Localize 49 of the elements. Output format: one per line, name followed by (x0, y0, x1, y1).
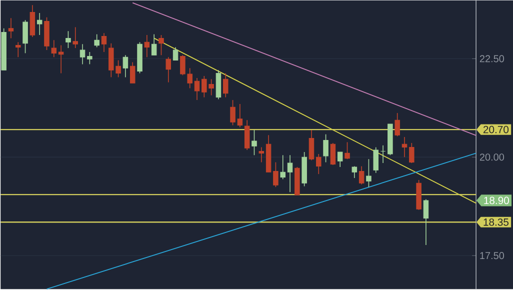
candlestick (58, 45, 64, 74)
y-tick-label: 17.50 (480, 252, 504, 260)
candlestick (273, 162, 278, 188)
candlestick (423, 199, 429, 246)
candlestick (22, 20, 28, 54)
candlestick (316, 154, 322, 175)
candlestick (222, 73, 228, 98)
candlestick (80, 44, 86, 65)
candlestick (166, 56, 172, 83)
candlestick (244, 120, 250, 151)
candlestick (402, 136, 408, 158)
candlestick (280, 155, 286, 180)
candlestick (330, 142, 336, 166)
y-tick-label: 22.50 (480, 55, 504, 62)
candlestick (101, 32, 107, 53)
candlestick (380, 145, 386, 164)
candlestick (323, 134, 328, 163)
candlestick (194, 78, 200, 101)
candlestick (337, 152, 343, 168)
candlestick (409, 142, 414, 164)
y-tick-label: 20.00 (480, 154, 504, 161)
candlestick (8, 18, 14, 39)
candlestick (373, 147, 379, 174)
candlestick (394, 112, 400, 137)
candlestick (358, 166, 364, 185)
candlestick (130, 62, 136, 84)
candlestick (308, 130, 314, 161)
candlestick (287, 155, 293, 193)
candlestick (87, 52, 92, 65)
candlestick (352, 166, 358, 179)
candlestick (94, 34, 100, 48)
candlestick (258, 147, 264, 163)
candlestick (122, 54, 128, 78)
candlestick (72, 27, 78, 49)
candlestick (51, 40, 57, 58)
text: 18.90 (484, 197, 509, 204)
candlestick (144, 34, 150, 58)
ref-line-label: 20.70 (483, 126, 509, 134)
candlestick (66, 30, 71, 49)
candlestick (344, 142, 350, 160)
candlestick (172, 47, 178, 61)
candlestick (30, 4, 36, 38)
ref-line-label: 18.35 (484, 218, 509, 226)
candlestick (16, 42, 21, 58)
candlestick (252, 130, 257, 156)
candlestick (36, 12, 42, 36)
candlestick (158, 34, 164, 56)
candlestick (151, 34, 157, 56)
candlestick (366, 158, 372, 188)
